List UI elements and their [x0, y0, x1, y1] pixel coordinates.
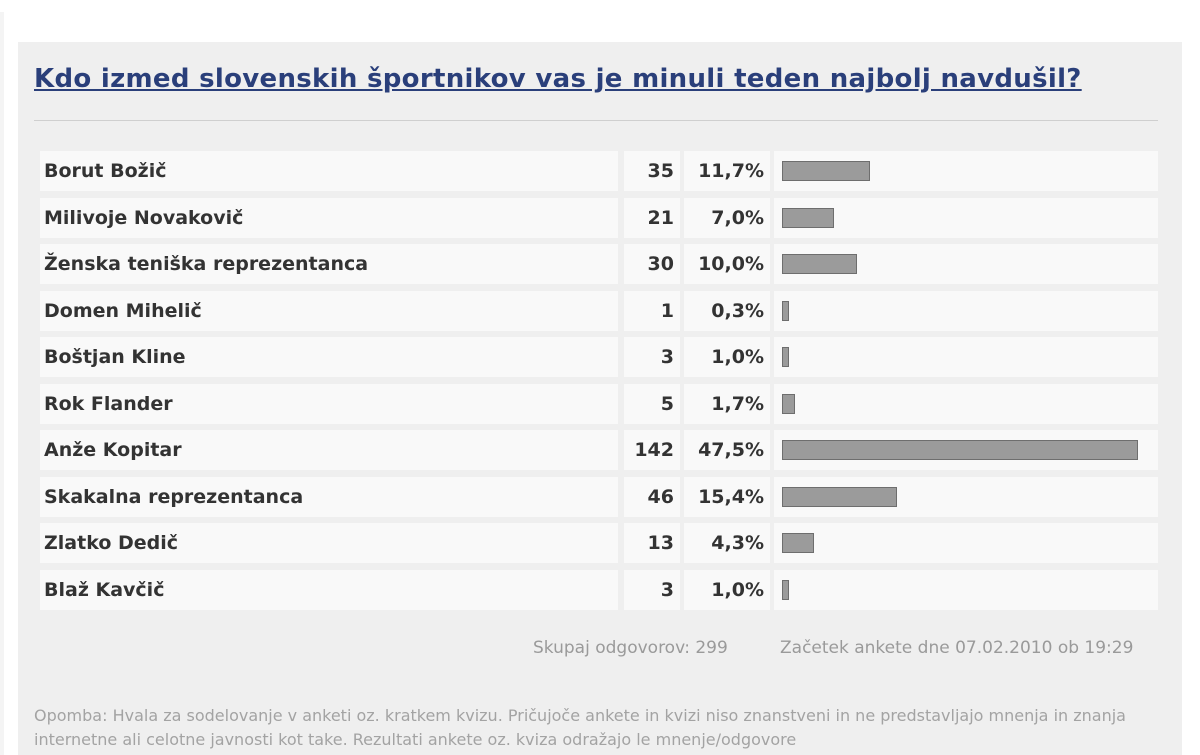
vote-count: 46	[647, 485, 674, 508]
percent-cell: 1,0%	[684, 569, 770, 610]
top-strip	[0, 0, 1200, 12]
vote-percent: 1,7%	[711, 392, 764, 415]
name-cell: Anže Kopitar	[40, 430, 618, 470]
percent-cell: 15,4%	[684, 476, 770, 517]
result-row: Zlatko Dedič 13 4,3%	[32, 520, 1158, 567]
name-cell: Rok Flander	[40, 383, 618, 424]
count-cell: 3	[624, 569, 680, 610]
option-name: Milivoje Novakovič	[44, 206, 244, 229]
percent-bar	[782, 486, 897, 507]
count-cell: 46	[624, 476, 680, 517]
bar-cell	[774, 430, 1158, 470]
percent-cell: 0,3%	[684, 290, 770, 331]
percent-bar	[782, 300, 789, 321]
option-name: Borut Božič	[44, 160, 167, 182]
poll-results-table: Borut Božič 35 11,7% Milivoje Novakovič 21 7,…	[32, 148, 1158, 613]
option-name: Rok Flander	[44, 392, 173, 415]
name-cell: Domen Mihelič	[40, 290, 618, 331]
poll-panel: Kdo izmed slovenskih športnikov vas je m…	[18, 42, 1182, 755]
bar-cell	[774, 197, 1158, 238]
vote-count: 21	[647, 206, 674, 229]
option-name: Boštjan Kline	[44, 346, 186, 368]
vote-count: 3	[660, 578, 674, 601]
option-name: Blaž Kavčič	[44, 578, 165, 601]
count-cell: 21	[624, 197, 680, 238]
percent-bar	[782, 393, 795, 414]
vote-count: 5	[660, 392, 674, 415]
vote-percent: 0,3%	[711, 299, 764, 322]
count-cell: 13	[624, 523, 680, 563]
vote-count: 13	[647, 532, 674, 554]
vote-percent: 4,3%	[711, 532, 764, 554]
name-cell: Blaž Kavčič	[40, 569, 618, 610]
page-left-border	[0, 0, 4, 755]
vote-percent: 11,7%	[698, 160, 764, 182]
result-row: Skakalna reprezentanca 46 15,4%	[32, 474, 1158, 521]
bar-cell	[774, 244, 1158, 284]
count-cell: 142	[624, 430, 680, 470]
option-name: Anže Kopitar	[44, 439, 182, 461]
poll-note: Opomba: Hvala za sodelovanje v anketi oz…	[34, 706, 1126, 749]
percent-bar	[782, 347, 789, 367]
percent-cell: 10,0%	[684, 244, 770, 284]
percent-bar	[782, 207, 834, 228]
count-cell: 30	[624, 244, 680, 284]
name-cell: Borut Božič	[40, 151, 618, 191]
name-cell: Milivoje Novakovič	[40, 197, 618, 238]
count-cell: 35	[624, 151, 680, 191]
poll-title-link[interactable]: Kdo izmed slovenskih športnikov vas je m…	[34, 64, 1082, 94]
bar-cell	[774, 476, 1158, 517]
percent-bar	[782, 254, 857, 274]
percent-bar	[782, 579, 789, 600]
total-answers: Skupaj odgovorov: 299	[533, 638, 728, 658]
poll-start-date: Začetek ankete dne 07.02.2010 ob 19:29	[780, 638, 1134, 658]
vote-count: 30	[647, 253, 674, 275]
option-name: Ženska teniška reprezentanca	[44, 253, 369, 275]
result-row: Domen Mihelič 1 0,3%	[32, 288, 1158, 335]
option-name: Skakalna reprezentanca	[44, 485, 304, 508]
bar-cell	[774, 337, 1158, 377]
vote-percent: 10,0%	[698, 253, 764, 275]
name-cell: Skakalna reprezentanca	[40, 476, 618, 517]
vote-count: 142	[634, 439, 674, 461]
percent-bar	[782, 533, 814, 553]
result-row: Milivoje Novakovič 21 7,0%	[32, 195, 1158, 242]
vote-percent: 1,0%	[711, 578, 764, 601]
vote-count: 35	[647, 160, 674, 182]
count-cell: 3	[624, 337, 680, 377]
count-cell: 5	[624, 383, 680, 424]
title-divider	[34, 120, 1158, 121]
result-row: Blaž Kavčič 3 1,0%	[32, 567, 1158, 614]
vote-percent: 7,0%	[711, 206, 764, 229]
percent-cell: 11,7%	[684, 151, 770, 191]
bar-cell	[774, 523, 1158, 563]
name-cell: Boštjan Kline	[40, 337, 618, 377]
vote-count: 1	[660, 299, 674, 322]
vote-percent: 15,4%	[698, 485, 764, 508]
count-cell: 1	[624, 290, 680, 331]
bar-cell	[774, 151, 1158, 191]
bar-cell	[774, 290, 1158, 331]
bar-cell	[774, 383, 1158, 424]
percent-cell: 7,0%	[684, 197, 770, 238]
percent-bar	[782, 440, 1138, 460]
vote-percent: 47,5%	[698, 439, 764, 461]
percent-cell: 47,5%	[684, 430, 770, 470]
percent-cell: 1,0%	[684, 337, 770, 377]
result-row: Borut Božič 35 11,7%	[32, 148, 1158, 195]
result-row: Rok Flander 5 1,7%	[32, 381, 1158, 428]
bar-cell	[774, 569, 1158, 610]
percent-cell: 1,7%	[684, 383, 770, 424]
percent-bar	[782, 161, 870, 181]
option-name: Domen Mihelič	[44, 299, 202, 322]
vote-percent: 1,0%	[711, 346, 764, 368]
result-row: Ženska teniška reprezentanca 30 10,0%	[32, 241, 1158, 288]
percent-cell: 4,3%	[684, 523, 770, 563]
vote-count: 3	[660, 346, 674, 368]
result-row: Boštjan Kline 3 1,0%	[32, 334, 1158, 381]
result-row: Anže Kopitar 142 47,5%	[32, 427, 1158, 474]
name-cell: Zlatko Dedič	[40, 523, 618, 563]
option-name: Zlatko Dedič	[44, 532, 179, 554]
name-cell: Ženska teniška reprezentanca	[40, 244, 618, 284]
